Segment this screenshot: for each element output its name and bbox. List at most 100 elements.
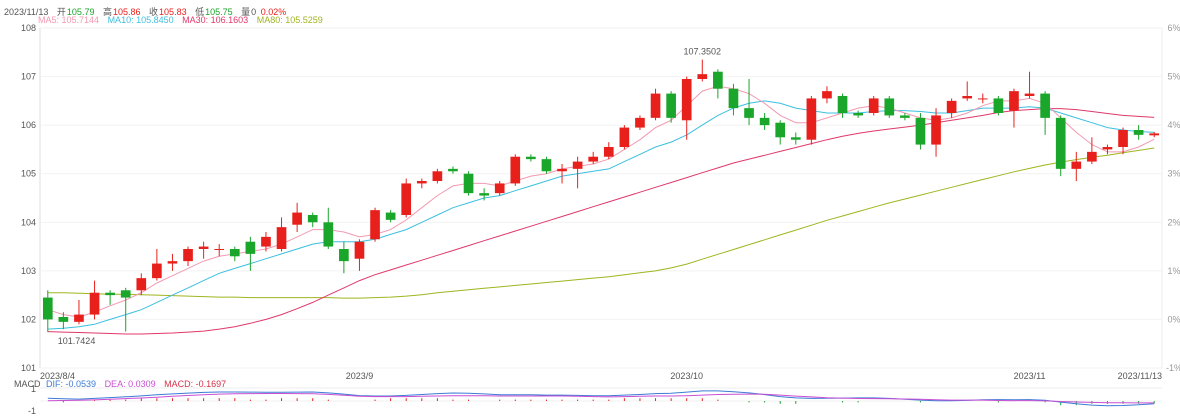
right-tick-label: -1% xyxy=(1166,363,1180,373)
y-tick-label: 104 xyxy=(21,217,36,227)
candle-body xyxy=(1118,130,1128,147)
info-change: 0.02% xyxy=(260,7,287,17)
candle-body xyxy=(650,93,661,118)
info-high-label: 高 xyxy=(102,7,112,17)
candle-body xyxy=(120,290,131,298)
candle-body xyxy=(1133,130,1144,135)
candle-body xyxy=(136,278,147,291)
candle-body xyxy=(510,156,521,184)
candle-body xyxy=(276,227,287,249)
candle-body xyxy=(557,168,567,172)
candle-body xyxy=(214,249,225,250)
info-date: 2023/11/13 xyxy=(4,7,49,17)
candle-body xyxy=(42,297,53,320)
candle-body xyxy=(370,210,380,240)
macd-title: MACD xyxy=(14,379,41,389)
candle-body xyxy=(152,263,162,279)
candle-body xyxy=(245,241,256,254)
candle-body xyxy=(1024,93,1035,96)
ma-legend: MA5: 105.7144 MA10: 105.8450 MA30: 106.1… xyxy=(38,15,329,25)
candle-body xyxy=(884,98,895,116)
candle-body xyxy=(822,91,832,99)
candle-body xyxy=(681,79,692,121)
candle-body xyxy=(915,117,926,145)
candle-body xyxy=(401,183,412,215)
candle-body xyxy=(89,292,100,315)
info-volume-label: 量 xyxy=(241,7,251,17)
candle-body xyxy=(1087,151,1097,162)
candle-body xyxy=(603,147,614,157)
candle-body xyxy=(1149,133,1160,136)
candle-body xyxy=(1071,161,1082,169)
ma10-legend: MA10: 105.8450 xyxy=(107,15,174,25)
candle-body xyxy=(744,108,754,118)
info-low-label: 收 xyxy=(149,7,159,17)
right-tick-label: 5% xyxy=(1167,72,1180,82)
dea-legend: DEA: 0.0309 xyxy=(104,379,156,389)
right-tick-label: 6% xyxy=(1167,23,1180,33)
candle-body xyxy=(1102,147,1113,150)
ma80-line xyxy=(47,147,1155,299)
x-tick-label: 2023/11/13 xyxy=(1118,371,1162,381)
candle-body xyxy=(385,212,396,220)
candle-body xyxy=(261,236,271,247)
candle-body xyxy=(416,181,427,184)
ma30-legend: MA30: 106.1603 xyxy=(182,15,249,25)
candle-body xyxy=(183,249,193,262)
x-tick-label: 2023/9 xyxy=(346,371,374,381)
x-tick-label: 2023/8/4 xyxy=(40,371,75,381)
candle-body xyxy=(463,173,474,194)
candle-body xyxy=(619,127,630,147)
candle-body xyxy=(853,113,863,116)
candle-body xyxy=(931,115,941,145)
candle-body xyxy=(541,159,552,172)
candle-body xyxy=(339,249,349,262)
candle-body xyxy=(759,117,770,126)
dif-line xyxy=(47,390,1155,407)
candle-body xyxy=(1009,91,1019,111)
candle-body xyxy=(292,212,302,225)
low-annotation: 101.7424 xyxy=(58,336,96,346)
ma80-legend: MA80: 105.5259 xyxy=(256,15,323,25)
y-tick-label: 101 xyxy=(21,363,36,373)
y-tick-label: 102 xyxy=(21,314,36,324)
candle-body xyxy=(323,222,334,247)
candle-body xyxy=(572,161,583,169)
right-tick-label: 3% xyxy=(1167,169,1180,179)
candle-body xyxy=(198,246,209,249)
ma5-line xyxy=(47,85,1155,318)
candle-body xyxy=(790,137,801,140)
ma30-line xyxy=(47,108,1155,335)
ma10-line xyxy=(47,100,1155,330)
candle-body xyxy=(105,292,115,296)
right-tick-label: 1% xyxy=(1167,266,1180,276)
candle-body xyxy=(432,171,443,181)
x-tick-label: 2023/10 xyxy=(670,371,703,381)
candle-body xyxy=(635,117,645,128)
candle-body xyxy=(728,88,739,109)
right-tick-label: 4% xyxy=(1167,120,1180,130)
high-annotation: 107.3502 xyxy=(684,47,722,57)
candle-body xyxy=(1040,93,1050,118)
candle-body xyxy=(229,249,240,257)
candle-body xyxy=(479,193,489,196)
candle-body xyxy=(588,156,599,162)
right-tick-label: 0% xyxy=(1167,314,1180,324)
candle-body xyxy=(74,314,84,322)
candle-body xyxy=(868,98,879,113)
macd-tick-label: -1 xyxy=(28,406,36,416)
macd-legend: MACD DIF: -0.0539 DEA: 0.0309 MACD: -0.1… xyxy=(14,379,232,389)
y-tick-label: 107 xyxy=(21,72,36,82)
candle-body xyxy=(666,93,676,118)
candle-body xyxy=(713,71,723,89)
info-low: 105.83 xyxy=(159,7,187,17)
candle-body xyxy=(900,115,910,118)
candle-body xyxy=(837,96,848,113)
right-tick-label: 2% xyxy=(1167,217,1180,227)
candle-body xyxy=(946,100,957,113)
candle-body xyxy=(962,96,973,99)
candle-body xyxy=(697,74,708,79)
macd-tick-label: 1 xyxy=(31,384,36,394)
